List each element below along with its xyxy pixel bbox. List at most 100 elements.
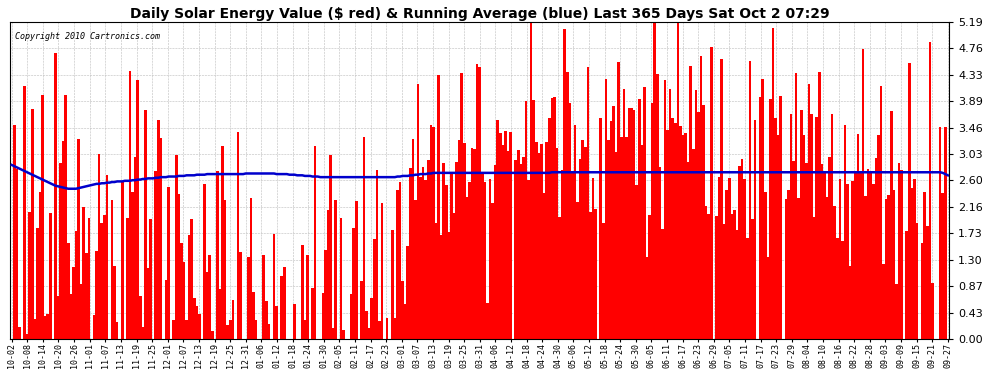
Bar [826,196,829,339]
Bar [644,87,645,339]
Bar [790,114,792,339]
Bar [193,298,196,339]
Bar [409,168,412,339]
Bar [612,106,615,339]
Bar [471,148,473,339]
Bar [113,266,116,339]
Bar [533,100,535,339]
Bar [702,105,705,339]
Bar [265,301,267,339]
Bar [550,98,553,339]
Bar [535,141,538,339]
Bar [805,164,808,339]
Bar [932,283,934,339]
Bar [473,149,476,339]
Bar [869,172,872,339]
Bar [219,290,222,339]
Bar [399,182,401,339]
Bar [324,250,327,339]
Text: Copyright 2010 Cartronics.com: Copyright 2010 Cartronics.com [15,32,160,40]
Bar [821,164,823,339]
Bar [190,219,193,339]
Bar [769,99,771,339]
Bar [293,304,296,339]
Bar [227,325,229,339]
Bar [584,147,586,339]
Bar [867,168,869,339]
Bar [327,210,330,339]
Bar [797,198,800,339]
Bar [615,152,618,339]
Bar [77,139,80,339]
Bar [504,131,507,339]
Bar [636,185,638,339]
Bar [306,255,309,339]
Bar [541,144,543,339]
Bar [721,60,723,339]
Bar [761,79,764,339]
Bar [425,180,427,339]
Bar [304,320,306,339]
Bar [209,255,211,339]
Bar [594,209,597,339]
Bar [684,133,687,339]
Bar [412,140,414,339]
Bar [198,314,201,339]
Bar [877,135,880,339]
Bar [476,64,478,339]
Bar [831,114,834,339]
Bar [568,103,571,339]
Bar [486,303,489,339]
Bar [489,179,491,339]
Bar [82,207,85,339]
Bar [856,134,859,339]
Bar [887,195,890,339]
Bar [748,61,751,339]
Bar [481,172,484,339]
Bar [663,80,666,339]
Bar [137,80,139,339]
Bar [216,171,219,339]
Bar [31,109,34,339]
Bar [180,243,183,339]
Bar [885,199,887,339]
Bar [44,316,47,339]
Bar [741,159,743,339]
Bar [26,334,29,339]
Bar [753,120,756,339]
Bar [478,66,481,339]
Bar [538,153,541,339]
Bar [779,96,782,339]
Bar [159,138,162,339]
Bar [638,99,641,339]
Bar [267,324,270,339]
Bar [447,232,450,339]
Bar [203,184,206,339]
Bar [560,170,563,339]
Bar [890,111,893,339]
Bar [34,319,36,339]
Bar [628,108,631,339]
Bar [610,121,612,339]
Bar [458,140,460,339]
Bar [818,72,821,339]
Bar [679,126,682,339]
Bar [774,118,777,339]
Bar [520,164,522,339]
Bar [607,140,610,339]
Bar [142,327,145,339]
Bar [553,97,555,339]
Bar [687,162,689,339]
Bar [525,100,528,339]
Bar [252,292,254,339]
Bar [427,160,430,339]
Bar [803,135,805,339]
Bar [111,200,113,339]
Bar [842,241,843,339]
Bar [777,135,779,339]
Bar [222,146,224,339]
Bar [240,252,242,339]
Bar [391,230,394,339]
Bar [95,251,98,339]
Bar [129,71,132,339]
